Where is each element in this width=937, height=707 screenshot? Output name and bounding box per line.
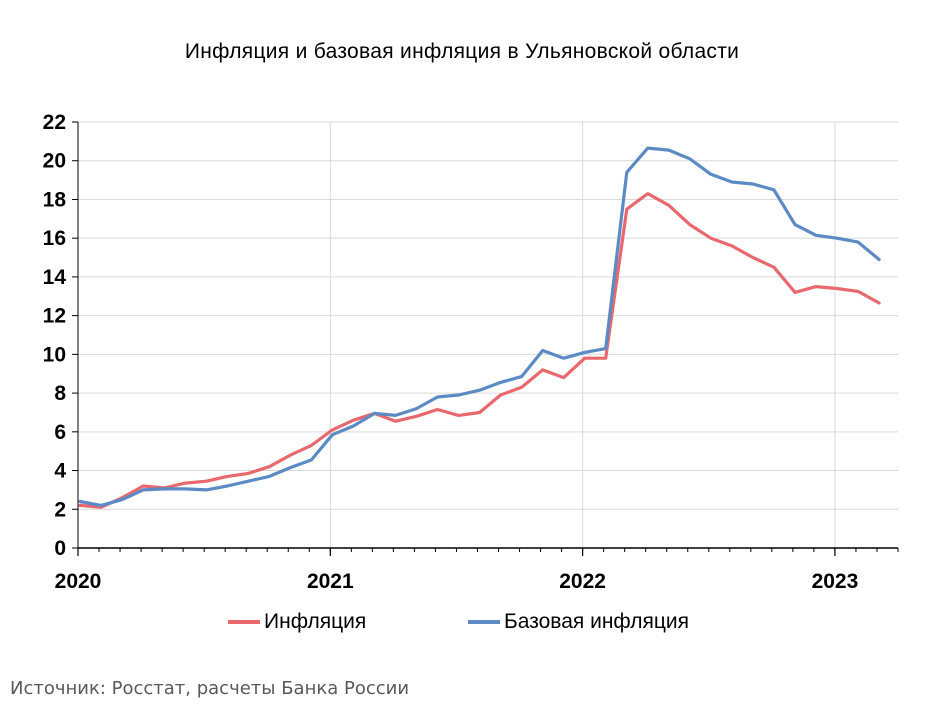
source-note: Источник: Росстат, расчеты Банка России: [10, 678, 410, 699]
legend-swatch-inflation: [228, 620, 260, 624]
legend-label-core-inflation: Базовая инфляция: [504, 610, 690, 633]
chart-title: Инфляция и базовая инфляция в Ульяновско…: [184, 40, 740, 63]
x-tick-labels: 2020 2021 2022 2023: [55, 570, 859, 593]
y-tick-label: 14: [43, 266, 67, 289]
y-tick-label: 20: [43, 150, 66, 173]
series-lines: [78, 146, 881, 509]
x-tick-label: 2022: [559, 570, 606, 593]
legend-item-core-inflation: Базовая инфляция: [468, 610, 689, 634]
series-line-core-inflation: [78, 146, 881, 507]
y-tick-label: 4: [54, 460, 66, 483]
y-tick-label: 8: [54, 382, 66, 405]
legend-label-inflation: Инфляция: [264, 610, 367, 633]
y-tick-label: 18: [43, 188, 67, 211]
y-tick-labels: 0 2 4 6 8 10 12 14 16 18 20 22: [43, 111, 67, 560]
gridlines: [78, 121, 898, 548]
x-tick-label: 2021: [307, 570, 354, 593]
y-tick-label: 10: [43, 343, 66, 366]
axes: [72, 121, 899, 556]
y-tick-label: 0: [54, 537, 66, 560]
y-tick-label: 22: [43, 111, 66, 134]
x-tick-label: 2023: [812, 570, 859, 593]
y-tick-label: 12: [43, 305, 66, 328]
series-line-inflation: [78, 192, 881, 509]
x-tick-label: 2020: [55, 570, 102, 593]
y-tick-label: 2: [54, 498, 66, 521]
y-tick-label: 6: [54, 421, 66, 444]
legend-swatch-core-inflation: [468, 620, 500, 624]
y-tick-label: 16: [43, 227, 66, 250]
legend-item-inflation: Инфляция: [228, 610, 366, 634]
